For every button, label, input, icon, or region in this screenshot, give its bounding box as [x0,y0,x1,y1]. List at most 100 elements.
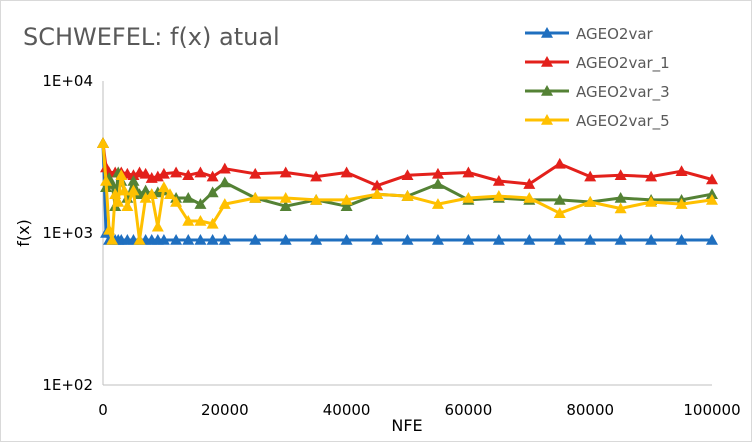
data-point-marker [431,198,444,209]
data-point-marker [279,166,292,178]
data-point-marker [675,233,688,245]
data-point-marker [492,233,505,245]
data-point-marker [182,191,195,203]
y-tick-labels: 1E+02 1E+03 1E+04 [42,72,93,394]
data-point-marker [310,233,323,245]
x-tick-label: 100000 [683,401,740,419]
data-point-marker [523,178,536,189]
data-point-marker [553,207,566,218]
y-axis-title: f(x) [14,219,33,247]
data-point-marker [103,223,116,235]
data-point-marker [401,190,414,201]
data-point-marker [492,190,505,201]
x-tick-label: 40000 [323,401,371,419]
data-point-marker [431,233,444,245]
legend-label: AGEO2var_5 [576,112,670,131]
data-point-marker [170,233,183,245]
data-point-marker [249,233,262,245]
data-point-marker [218,162,231,174]
data-point-marker [553,233,566,245]
y-tick-label: 1E+02 [42,376,93,394]
data-point-marker [151,220,164,232]
legend-label: AGEO2var_1 [576,54,670,73]
data-point-marker [218,233,231,245]
data-point-marker [218,198,231,209]
data-point-marker [706,173,718,185]
legend-item: AGEO2var_3 [525,83,670,102]
data-point-marker [645,233,658,245]
data-point-marker [170,195,183,207]
legend-label: AGEO2var [576,25,654,43]
data-point-marker [371,233,384,245]
x-tick-labels: 0 20000 40000 60000 80000 100000 [98,401,740,419]
data-point-marker [553,157,566,169]
data-point-marker [340,233,353,245]
series-2 [97,137,718,191]
data-point-marker [310,170,323,182]
data-point-marker [584,195,597,207]
data-point-marker [340,200,353,212]
data-point-marker [182,214,195,226]
data-point-marker [206,233,219,245]
data-point-marker [206,170,219,182]
legend-swatch-marker [541,56,553,67]
data-point-marker [206,217,219,229]
data-point-marker [371,188,384,199]
data-point-marker [706,193,718,205]
data-point-marker [249,191,262,203]
data-point-marker [194,166,207,178]
y-tick-label: 1E+04 [42,72,93,90]
data-point-marker [431,178,444,189]
x-tick-label: 60000 [445,401,493,419]
legend-swatch-marker [541,27,553,38]
data-point-marker [279,191,292,203]
data-point-marker [139,191,152,203]
series-4 [97,137,718,245]
data-point-marker [100,174,113,186]
x-tick-label: 0 [98,401,108,419]
x-axis-title: NFE [391,416,422,435]
data-point-marker [118,184,131,196]
legend-label: AGEO2var_3 [576,83,670,102]
data-point-marker [675,198,688,209]
data-point-marker [706,188,718,199]
legend-swatch-marker [541,114,553,125]
data-point-marker [614,169,627,181]
data-point-marker [279,233,292,245]
data-point-marker [645,195,658,207]
data-point-marker [182,169,195,181]
data-point-marker [115,169,128,181]
data-point-marker [553,193,566,205]
data-point-marker [157,167,170,179]
chart-title: SCHWEFEL: f(x) atual [23,23,280,51]
data-point-marker [706,233,718,245]
data-point-marker [462,233,475,245]
data-point-marker [97,137,109,148]
data-point-marker [170,166,183,178]
legend: AGEO2var AGEO2var_1 AGEO2var_3 AGEO2var_5 [525,25,670,131]
legend-item: AGEO2var [525,25,654,43]
data-point-marker [340,193,353,205]
data-point-marker [127,184,140,196]
data-point-marker [157,181,170,193]
data-point-marker [523,191,536,203]
data-point-marker [163,188,176,199]
data-point-marker [133,188,146,199]
data-point-marker [462,166,475,178]
data-point-marker [462,191,475,203]
data-point-marker [106,178,119,189]
data-point-marker [584,233,597,245]
data-point-marker [523,233,536,245]
data-point-marker [614,233,627,245]
legend-item: AGEO2var_1 [525,54,670,73]
data-point-marker [127,174,140,186]
data-point-marker [145,188,158,199]
data-point-marker [645,170,658,182]
data-point-marker [106,233,119,245]
data-point-marker [218,176,231,188]
data-point-marker [206,186,219,198]
data-point-marker [249,167,262,179]
data-point-marker [194,198,207,209]
